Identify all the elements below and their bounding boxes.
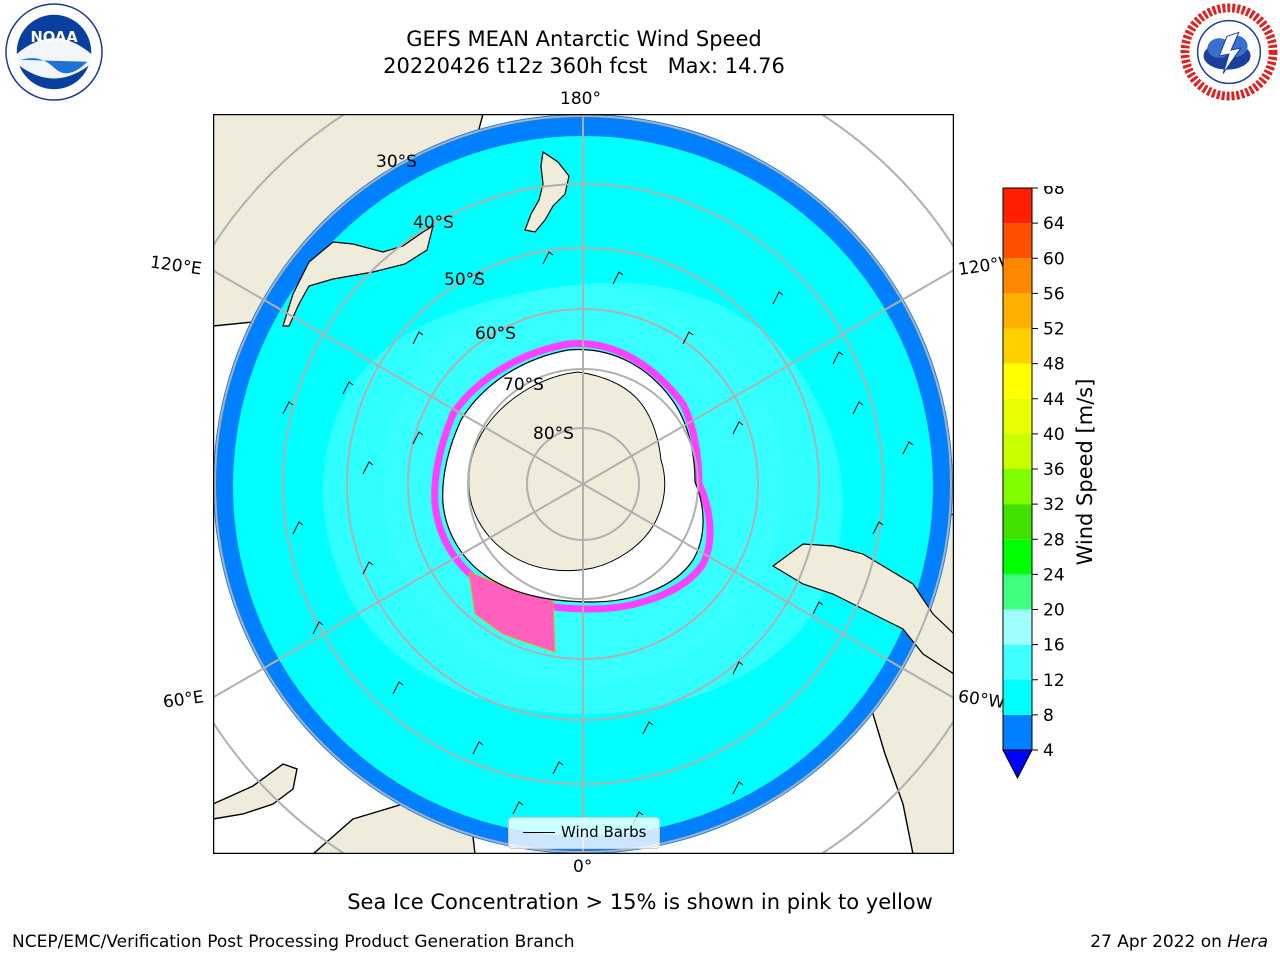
footer-date-text: 27 Apr 2022 on [1090,932,1228,952]
lon-label-120e: 120°E [148,252,203,280]
colorbar-segment [1003,188,1032,224]
tierra-del-fuego-land [771,543,954,675]
svg-text:NOAA: NOAA [30,29,78,46]
colorbar-tick-label: 56 [1043,284,1065,304]
lon-label-0: 0° [573,857,593,877]
colorbar-tick-label: 40 [1043,425,1065,445]
colorbar-underflow-arrow [1002,749,1033,780]
lat-label-70s: 70°S [503,375,544,395]
colorbar-tick-label: 4 [1043,741,1054,761]
footer-date: 27 Apr 2022 on Hera [1090,932,1268,952]
colorbar-tick-label: 8 [1043,706,1054,726]
lat-label-40s: 40°S [413,213,454,233]
colorbar-tick-label: 52 [1043,320,1065,340]
noaa-logo-icon: NOAA [5,3,103,101]
colorbar-tick-label: 44 [1043,390,1065,410]
polar-map [213,114,954,854]
lat-label-50s: 50°S [444,270,485,290]
chart-subtitle: 20220426 t12z 360h fcst Max: 14.76 [383,54,785,78]
lon-label-60e: 60°E [161,687,206,713]
colorbar-segment [1003,258,1032,294]
wind-barbs [282,251,914,825]
colorbar-segment [1003,714,1032,750]
legend-label: Wind Barbs [561,823,647,841]
colorbar-segment [1003,574,1032,610]
chart-title: GEFS MEAN Antarctic Wind Speed [406,27,762,51]
colorbar-tick-label: 16 [1043,636,1065,656]
colorbar-segment [1003,539,1032,575]
colorbar-segment [1003,223,1032,259]
national-weather-service-logo-icon [1180,3,1278,101]
colorbar-tick-label: 32 [1043,495,1065,515]
colorbar-segment [1003,293,1032,329]
lat-label-80s: 80°S [533,424,574,444]
new-zealand-land [524,150,570,233]
colorbar-segment [1003,679,1032,715]
madagascar-land [213,763,298,820]
lat-label-60s: 60°S [475,324,516,344]
colorbar-tick-label: 28 [1043,530,1065,550]
colorbar-tick-label: 64 [1043,214,1065,234]
lon-label-180: 180° [560,89,601,109]
caption: Sea Ice Concentration > 15% is shown in … [347,890,933,914]
colorbar-segment [1003,363,1032,399]
colorbar-tick-label: 68 [1043,186,1065,199]
map-legend: Wind Barbs [508,817,660,849]
graticule [213,114,954,854]
sea-ice-ring [431,340,714,613]
colorbar-segment [1003,609,1032,645]
colorbar-segment [1003,328,1032,364]
colorbar-tick-label: 20 [1043,601,1065,621]
lon-label-60w: 60°W [956,686,1007,714]
wind-barb-legend-line [523,832,555,833]
colorbar-tick-label: 48 [1043,355,1065,375]
colorbar: 4 8 12 16 20 24 28 32 36 40 44 48 52 56 60 64 68 [1000,179,1160,786]
colorbar-segment [1003,433,1032,469]
colorbar-tick-label: 24 [1043,565,1065,585]
footer-credit: NCEP/EMC/Verification Post Processing Pr… [12,932,575,952]
footer-host: Hera [1227,932,1268,952]
colorbar-segment [1003,644,1032,680]
colorbar-segment [1003,504,1032,540]
colorbar-label: Wind Speed [m/s] [1073,378,1097,566]
colorbar-tick-label: 36 [1043,460,1065,480]
colorbar-tick-label: 60 [1043,249,1065,269]
colorbar-segment [1003,398,1032,434]
colorbar-tick-label: 12 [1043,671,1065,691]
lat-label-30s: 30°S [376,152,417,172]
colorbar-segment [1003,469,1032,505]
